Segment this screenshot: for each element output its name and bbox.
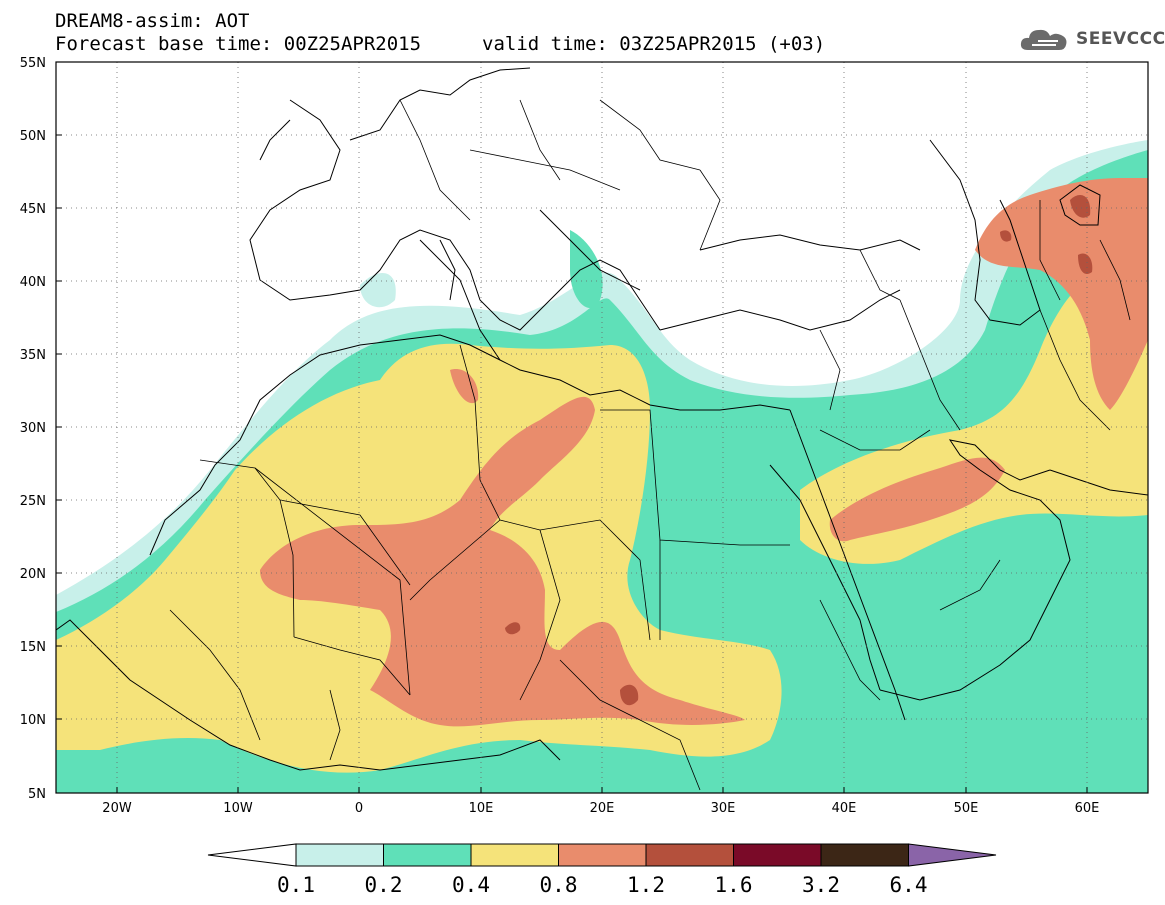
lat-label: 5N — [28, 787, 46, 802]
colorbar-swatch — [383, 843, 472, 867]
lat-labels: 55N 50N 45N 40N 35N 30N 25N 20N 15N 10N … — [20, 56, 46, 802]
lat-label: 25N — [20, 494, 46, 509]
colorbar: 0.1 0.2 0.4 0.8 1.2 1.6 3.2 6.4 — [207, 843, 997, 897]
colorbar-swatch — [470, 843, 559, 867]
lat-label: 20N — [20, 567, 46, 582]
lon-label: 10E — [469, 801, 494, 816]
cloud-icon — [1020, 29, 1067, 50]
lat-label: 35N — [20, 348, 46, 363]
lon-label: 0 — [355, 801, 363, 816]
colorbar-label: 1.6 — [715, 873, 753, 897]
lon-label: 50E — [954, 801, 979, 816]
colorbar-label: 0.1 — [277, 873, 315, 897]
colorbar-upper-arrow — [908, 843, 997, 867]
lon-label: 20W — [102, 801, 132, 816]
lat-label: 55N — [20, 56, 46, 71]
lat-label: 10N — [20, 713, 46, 728]
map-title: DREAM8-assim: AOT — [55, 10, 250, 32]
lat-label: 40N — [20, 275, 46, 290]
lat-label: 50N — [20, 129, 46, 144]
lat-label: 30N — [20, 421, 46, 436]
colorbar-swatch — [820, 843, 909, 867]
colorbar-label: 0.8 — [540, 873, 578, 897]
axis-ticks — [56, 61, 1088, 794]
colorbar-label: 1.2 — [627, 873, 665, 897]
colorbar-swatch — [295, 843, 384, 867]
aot-band-1.2 — [505, 195, 1093, 706]
lon-label: 30E — [711, 801, 736, 816]
valid-time: valid time: 03Z25APR2015 (+03) — [482, 33, 826, 55]
colorbar-label: 3.2 — [802, 873, 840, 897]
country-borders — [169, 99, 1131, 791]
lon-labels: 20W 10W 0 10E 20E 30E 40E 50E 60E — [102, 801, 1099, 816]
aot-band-0.8 — [260, 178, 1148, 727]
colorbar-swatch — [558, 843, 647, 867]
coastlines — [56, 67, 1148, 771]
colorbar-lower-arrow — [207, 843, 297, 867]
forecast-base-time: Forecast base time: 00Z25APR2015 — [55, 33, 422, 55]
lon-label: 60E — [1075, 801, 1100, 816]
lon-label: 20E — [590, 801, 615, 816]
lon-label: 10W — [223, 801, 253, 816]
logo-text: SEEVCCC — [1076, 29, 1165, 49]
colorbar-swatch — [733, 843, 822, 867]
colorbar-label: 0.2 — [365, 873, 403, 897]
colorbar-label: 6.4 — [890, 873, 928, 897]
lat-label: 45N — [20, 202, 46, 217]
lat-label: 15N — [20, 640, 46, 655]
colorbar-label: 0.4 — [452, 873, 490, 897]
lat-lon-grid — [56, 62, 1148, 793]
colorbar-swatch — [645, 843, 734, 867]
lon-label: 40E — [832, 801, 857, 816]
seevccc-logo: SEEVCCC — [1018, 22, 1165, 56]
